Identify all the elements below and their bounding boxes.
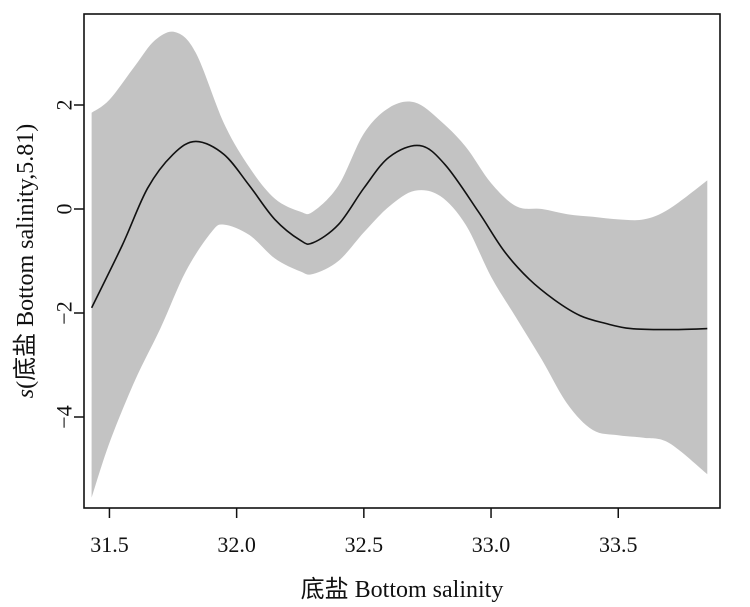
smooth-fit-line <box>90 140 708 331</box>
y-tick-label: 0 <box>52 204 77 215</box>
x-tick-label: 33.5 <box>599 532 638 557</box>
x-tick-label: 32.5 <box>345 532 384 557</box>
y-axis-title: s(底盐 Bottom salinity,5.81) <box>12 124 39 398</box>
x-tick-label: 31.5 <box>90 532 129 557</box>
y-axis-title-rest: (底盐 Bottom salinity,5.81) <box>12 124 39 389</box>
x-tick-label: 32.0 <box>217 532 256 557</box>
confidence-band <box>91 31 708 498</box>
x-axis: 31.5 32.0 32.5 33.0 33.5 <box>90 508 637 557</box>
y-tick-label: 2 <box>52 100 77 111</box>
plot-frame <box>83 13 721 509</box>
y-tick-label: −2 <box>52 301 77 324</box>
x-axis-title: 底盐 Bottom salinity <box>301 576 504 603</box>
y-tick-label: −4 <box>52 405 77 428</box>
y-axis: −4 −2 0 2 <box>52 100 84 429</box>
y-axis-title-italic: s <box>13 389 39 398</box>
x-tick-label: 33.0 <box>472 532 511 557</box>
